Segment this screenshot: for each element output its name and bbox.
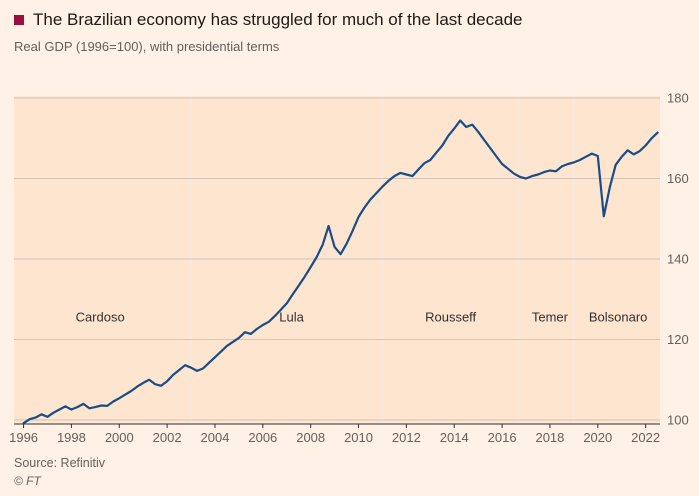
x-tick-label: 1998	[57, 430, 86, 445]
chart-subtitle: Real GDP (1996=100), with presidential t…	[14, 39, 280, 54]
x-tick-label: 2022	[631, 430, 660, 445]
chart-header: The Brazilian economy has struggled for …	[0, 0, 699, 55]
x-tick-label: 2000	[105, 430, 134, 445]
x-tick-label: 2002	[153, 430, 182, 445]
x-tick-label: 2014	[440, 430, 469, 445]
x-tick-label: 2004	[201, 430, 230, 445]
president-label-cardoso: Cardoso	[76, 309, 125, 324]
x-tick-label: 2016	[488, 430, 517, 445]
ft-copyright: © FT	[14, 474, 41, 488]
headline-bullet-icon	[14, 15, 24, 25]
president-label-rousseff: Rousseff	[425, 309, 476, 324]
x-tick-label: 2006	[248, 430, 277, 445]
x-tick-label: 1996	[9, 430, 38, 445]
chart-footer: Source: Refinitiv © FT	[0, 455, 699, 489]
x-tick-label: 2012	[392, 430, 421, 445]
y-tick-label: 120	[667, 332, 689, 347]
x-tick-label: 2010	[344, 430, 373, 445]
y-tick-label: 140	[667, 251, 689, 266]
chart-title: The Brazilian economy has struggled for …	[33, 10, 523, 29]
y-tick-label: 180	[667, 91, 689, 106]
y-tick-label: 100	[667, 412, 689, 427]
x-tick-label: 2020	[583, 430, 612, 445]
source-label: Source: Refinitiv	[14, 456, 106, 470]
president-label-bolsonaro: Bolsonaro	[589, 309, 648, 324]
president-label-temer: Temer	[532, 309, 569, 324]
title-row: The Brazilian economy has struggled for …	[14, 9, 683, 31]
x-tick-label: 2008	[296, 430, 325, 445]
x-tick-label: 2018	[535, 430, 564, 445]
y-tick-label: 160	[667, 171, 689, 186]
gdp-line	[22, 119, 659, 425]
gdp-line-chart: 100 120 140 160 180 1996 1998 2000 2002 2004 2006 2…	[9, 91, 689, 445]
plot-background	[14, 96, 660, 424]
president-label-lula: Lula	[279, 309, 304, 324]
